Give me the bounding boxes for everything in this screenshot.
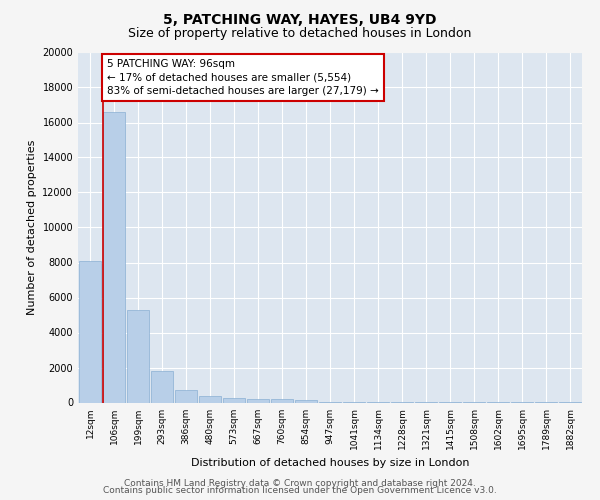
- Bar: [127, 310, 149, 402]
- Y-axis label: Number of detached properties: Number of detached properties: [27, 140, 37, 315]
- Bar: [79, 260, 101, 402]
- Text: 5, PATCHING WAY, HAYES, UB4 9YD: 5, PATCHING WAY, HAYES, UB4 9YD: [163, 12, 437, 26]
- Bar: [175, 390, 197, 402]
- Text: Contains public sector information licensed under the Open Government Licence v3: Contains public sector information licen…: [103, 486, 497, 495]
- Text: Size of property relative to detached houses in London: Size of property relative to detached ho…: [128, 28, 472, 40]
- Text: Contains HM Land Registry data © Crown copyright and database right 2024.: Contains HM Land Registry data © Crown c…: [124, 478, 476, 488]
- Bar: [103, 112, 125, 403]
- Bar: [247, 399, 269, 402]
- Text: 5 PATCHING WAY: 96sqm
← 17% of detached houses are smaller (5,554)
83% of semi-d: 5 PATCHING WAY: 96sqm ← 17% of detached …: [107, 60, 379, 96]
- X-axis label: Distribution of detached houses by size in London: Distribution of detached houses by size …: [191, 458, 469, 468]
- Bar: [151, 371, 173, 402]
- Bar: [223, 398, 245, 402]
- Bar: [199, 396, 221, 402]
- Bar: [295, 400, 317, 402]
- Bar: [271, 400, 293, 402]
